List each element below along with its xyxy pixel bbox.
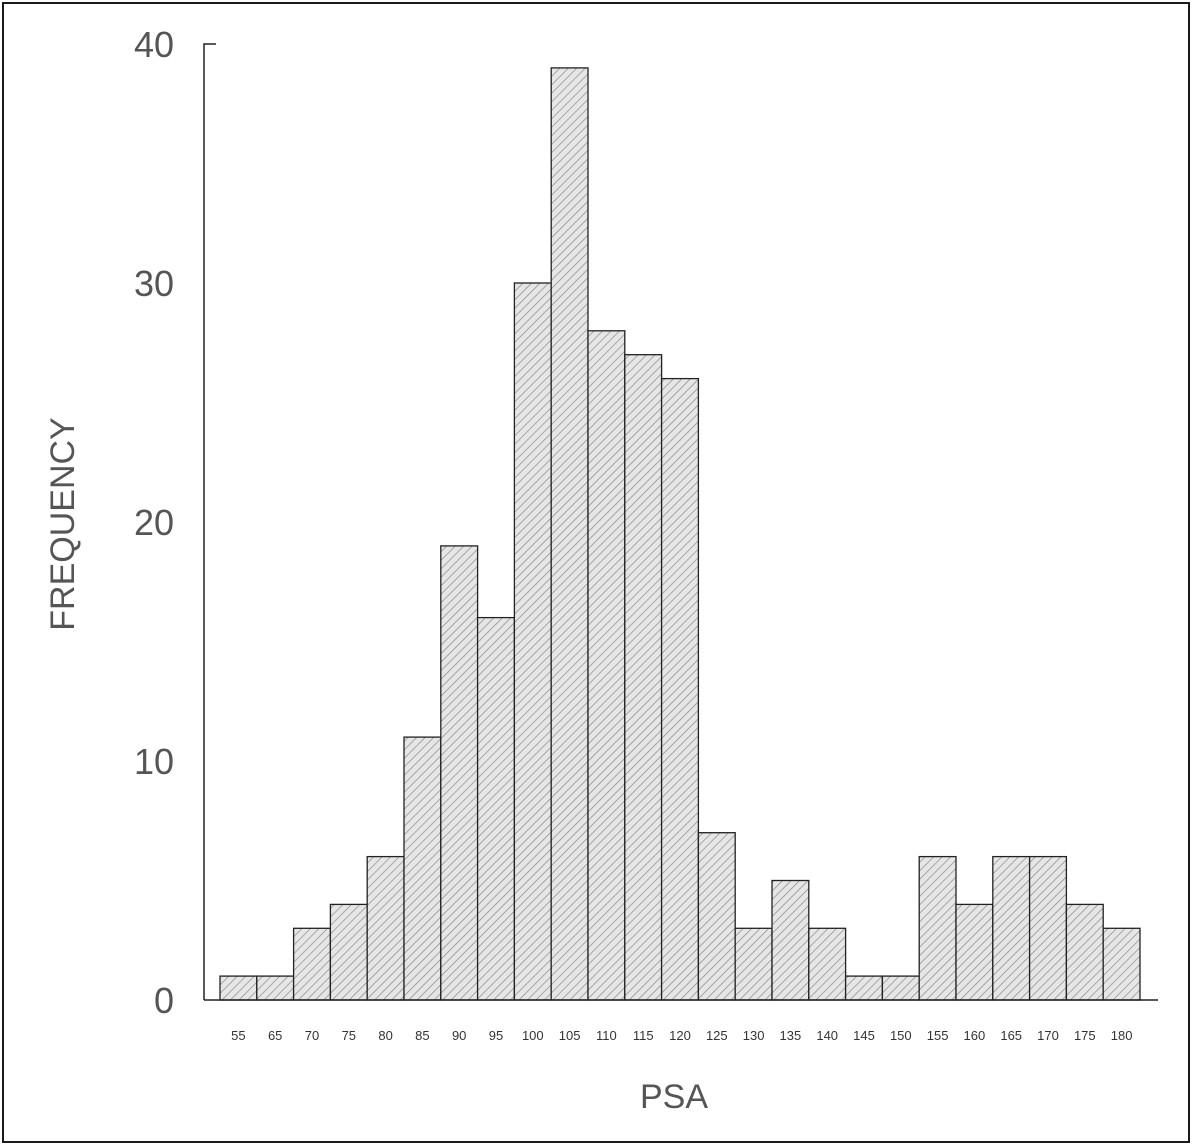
bar-165 [992, 855, 1031, 1001]
bar-140 [808, 927, 847, 1001]
y-axis-label: FREQUENCY [44, 417, 82, 630]
x-tick-label: 65 [268, 1028, 282, 1043]
x-tick-label: 150 [890, 1028, 912, 1043]
y-tick-label: 20 [134, 502, 174, 543]
bar-75 [329, 903, 368, 1001]
bar-65 [256, 975, 295, 1001]
bar-55 [219, 975, 258, 1001]
x-tick-label: 145 [853, 1028, 875, 1043]
bars-group [219, 67, 1141, 1001]
x-tick-label: 70 [305, 1028, 319, 1043]
x-tick-label: 85 [415, 1028, 429, 1043]
bar-115 [624, 354, 663, 1001]
bar-160 [955, 903, 994, 1001]
x-tick-label: 180 [1111, 1028, 1133, 1043]
bar-90 [440, 545, 479, 1001]
bar-120 [660, 377, 700, 1001]
y-tick-label: 30 [134, 263, 174, 304]
bar-150 [881, 975, 920, 1001]
y-axis [203, 43, 216, 1000]
x-tick-labels: 55 65 70 75 80 85 90 95 100 105 110 115 120 125 130 135… [231, 1028, 1132, 1043]
y-tick-labels: 0 10 20 30 40 [134, 24, 174, 1021]
x-tick-label: 100 [522, 1028, 544, 1043]
x-tick-label: 110 [596, 1028, 617, 1043]
x-tick-label: 55 [231, 1028, 245, 1043]
bar-175 [1065, 903, 1104, 1001]
bar-155 [918, 855, 957, 1001]
bar-95 [476, 616, 516, 1001]
bar-170 [1028, 855, 1068, 1001]
y-tick-label: 40 [134, 24, 174, 65]
x-tick-label: 120 [669, 1028, 691, 1043]
x-tick-label: 95 [489, 1028, 503, 1043]
x-axis-label: PSA [640, 1078, 708, 1116]
y-tick-label: 10 [134, 741, 174, 782]
bar-110 [587, 330, 626, 1001]
x-tick-label: 125 [706, 1028, 728, 1043]
x-tick-label: 115 [633, 1028, 654, 1043]
y-tick-label: 0 [154, 980, 174, 1021]
bar-105 [550, 67, 589, 1001]
bar-145 [844, 975, 884, 1001]
x-tick-label: 170 [1037, 1028, 1059, 1043]
x-tick-label: 130 [743, 1028, 765, 1043]
bar-180 [1102, 927, 1141, 1001]
histogram-chart: 0 10 20 30 40 55 65 70 75 80 85 90 95 100 105 110 115 12… [44, 24, 1158, 1116]
x-tick-label: 90 [452, 1028, 466, 1043]
x-tick-label: 105 [559, 1028, 581, 1043]
bar-135 [771, 879, 810, 1001]
bar-85 [403, 736, 442, 1001]
x-tick-label: 135 [780, 1028, 802, 1043]
x-tick-label: 155 [927, 1028, 949, 1043]
x-tick-label: 160 [964, 1028, 986, 1043]
bar-80 [366, 855, 405, 1001]
bar-130 [734, 927, 773, 1001]
bar-70 [292, 927, 332, 1001]
x-tick-label: 80 [378, 1028, 392, 1043]
bar-125 [697, 832, 736, 1001]
x-tick-label: 140 [816, 1028, 838, 1043]
x-tick-label: 175 [1074, 1028, 1096, 1043]
x-tick-label: 75 [342, 1028, 356, 1043]
x-tick-label: 165 [1000, 1028, 1022, 1043]
bar-100 [513, 282, 552, 1001]
